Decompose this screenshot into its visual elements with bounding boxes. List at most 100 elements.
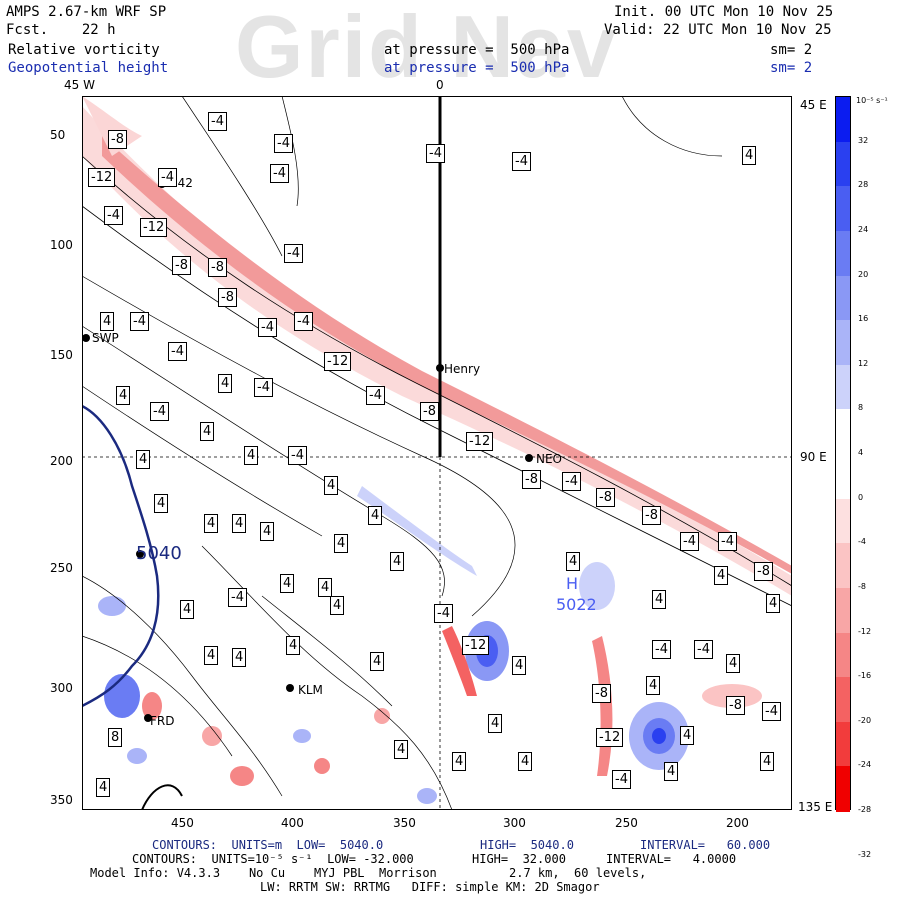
contour-label: -12	[324, 352, 352, 371]
colorbar-tick: 12	[858, 358, 869, 368]
contour-label: -4	[228, 588, 247, 607]
contour-label: 4	[488, 714, 503, 733]
contour-label: 4	[232, 514, 247, 533]
lon-label-45e: 45 E	[800, 98, 827, 112]
contour-label: -4	[680, 532, 699, 551]
contour-label: -8	[108, 130, 127, 149]
contour-label: 4	[218, 374, 233, 393]
contour-label: 4	[664, 762, 679, 781]
contour-label: 4	[324, 476, 339, 495]
contour-label: -12	[596, 728, 624, 747]
colorbar-segment	[836, 320, 850, 366]
x-tick-label: 300	[503, 816, 526, 830]
contour-label: -4	[718, 532, 737, 551]
contour-label: -4	[270, 164, 289, 183]
contour-label: -4	[434, 604, 453, 623]
contour-label: 4	[116, 386, 131, 405]
footer-height-contours: CONTOURS: UNITS=m LOW= 5040.0	[152, 838, 384, 852]
high-marker: H	[566, 574, 579, 593]
colorbar-segment	[836, 766, 850, 812]
contour-label: -4	[612, 770, 631, 789]
colorbar	[835, 96, 851, 812]
x-tick-label: 350	[393, 816, 416, 830]
contour-label: -4	[562, 472, 581, 491]
contour-label: 4	[566, 552, 581, 571]
contour-label: -8	[208, 258, 227, 277]
colorbar-tick: 24	[858, 224, 869, 234]
contour-label: -4	[208, 112, 227, 131]
contour-label: -8	[596, 488, 615, 507]
contour-label: -4	[158, 168, 177, 187]
colorbar-segment	[836, 186, 850, 232]
y-tick-label: 200	[50, 454, 73, 468]
contour-label: -4	[150, 402, 169, 421]
colorbar-units: 10⁻⁵ s⁻¹	[856, 96, 888, 105]
colorbar-tick: -32	[858, 849, 872, 859]
contour-label: -4	[294, 312, 313, 331]
contour-label: 4	[180, 600, 195, 619]
contour-label: 4	[646, 676, 661, 695]
contour-label: 4	[280, 574, 295, 593]
contour-label: 4	[394, 740, 409, 759]
y-tick-label: 350	[50, 793, 73, 807]
colorbar-segment	[836, 409, 850, 455]
contour-label: -12	[88, 168, 116, 187]
footer-vort-interval: INTERVAL= 4.0000	[606, 852, 737, 866]
contour-label: 4	[100, 312, 115, 331]
contour-label: -8	[642, 506, 661, 525]
contour-label: 4	[204, 646, 219, 665]
colorbar-segment	[836, 454, 850, 500]
forecast-hour: Fcst. 22 h	[6, 22, 116, 38]
colorbar-tick: 16	[858, 314, 869, 324]
contour-label: 4	[452, 752, 467, 771]
contour-label: -4	[652, 640, 671, 659]
colorbar-tick: -12	[858, 626, 872, 636]
colorbar-segment	[836, 543, 850, 589]
contour-label: -8	[726, 696, 745, 715]
lon-label-90e: 90 E	[800, 450, 827, 464]
colorbar-segment	[836, 230, 850, 276]
contour-label: 4	[652, 590, 667, 609]
y-tick-label: 50	[50, 128, 66, 142]
colorbar-segment	[836, 632, 850, 678]
x-tick-label: 400	[281, 816, 304, 830]
contour-label: 4	[232, 648, 247, 667]
valid-time: Valid: 22 UTC Mon 10 Nov 25	[604, 22, 832, 38]
footer-vort-contours: CONTOURS: UNITS=10⁻⁵ s⁻¹ LOW= -32.000	[132, 852, 414, 866]
contour-label: -4	[694, 640, 713, 659]
init-time: Init. 00 UTC Mon 10 Nov 25	[614, 4, 834, 20]
contour-label: 4	[680, 726, 695, 745]
contour-label: 4	[766, 594, 781, 613]
contour-label: 4	[334, 534, 349, 553]
contour-label: -12	[140, 218, 168, 237]
colorbar-segment	[836, 275, 850, 321]
colorbar-tick: 0	[858, 492, 864, 502]
lon-label-0: 0	[436, 78, 444, 92]
footer-model-info: Model Info: V4.3.3 No Cu MYJ PBL Morriso…	[90, 866, 647, 880]
contour-label: -4	[274, 134, 293, 153]
footer-vort-high: HIGH= 32.000	[472, 852, 566, 866]
contour-label: 4	[330, 596, 345, 615]
contour-label: 4	[154, 494, 169, 513]
contour-label: 4	[742, 146, 757, 165]
field1-name: Relative vorticity	[8, 42, 160, 58]
contour-label: -4	[426, 144, 445, 163]
contour-label: 4	[518, 752, 533, 771]
station-frd-label: FRD	[150, 714, 175, 728]
colorbar-segment	[836, 587, 850, 633]
colorbar-segment	[836, 364, 850, 410]
contour-label: 4	[136, 450, 151, 469]
contour-label: 4	[726, 654, 741, 673]
contour-label: 4	[390, 552, 405, 571]
contour-label: -4	[512, 152, 531, 171]
field2-smoothing: sm= 2	[770, 60, 813, 76]
contour-label: -8	[218, 288, 237, 307]
colorbar-tick: -24	[858, 760, 872, 770]
contour-label: 4	[204, 514, 219, 533]
colorbar-tick: -28	[858, 805, 872, 814]
vorticity-map[interactable]	[82, 96, 792, 810]
x-tick-label: 250	[615, 816, 638, 830]
contour-label: -8	[522, 470, 541, 489]
colorbar-tick: -20	[858, 715, 872, 725]
contour-label: -4	[366, 386, 385, 405]
